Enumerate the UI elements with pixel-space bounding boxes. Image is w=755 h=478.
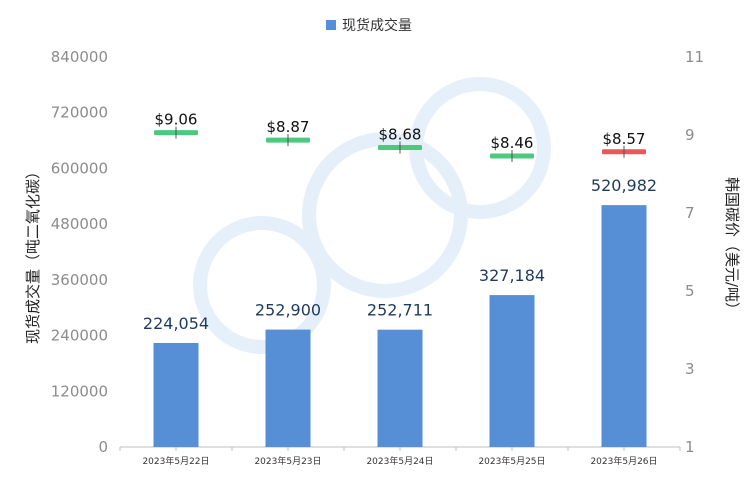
y-right-tick-label: 9 xyxy=(685,126,695,144)
x-tick-label: 2023年5月25日 xyxy=(478,455,545,467)
y-right-tick-label: 1 xyxy=(685,438,695,456)
y-right-tick-label: 7 xyxy=(685,204,695,222)
y-left-axis-title: 现货成交量（吨二氧化碳） xyxy=(24,164,42,344)
bar xyxy=(265,329,311,447)
y-right-tick-label: 5 xyxy=(685,282,695,300)
y-left-tick-label: 600000 xyxy=(51,159,108,177)
bar xyxy=(489,295,535,447)
y-left-tick-label: 240000 xyxy=(51,327,108,345)
y-left-tick-label: 720000 xyxy=(51,104,108,122)
bar-data-label: 252,711 xyxy=(367,301,433,320)
y-right-tick-label: 3 xyxy=(685,360,695,378)
x-tick-label: 2023年5月26日 xyxy=(590,455,657,467)
y-right-axis-title: 韩国碳价（美元/吨） xyxy=(723,177,741,317)
bar xyxy=(601,205,647,447)
y-left-tick-label: 480000 xyxy=(51,215,108,233)
y-left-tick-label: 120000 xyxy=(51,382,108,400)
bar-data-label: 327,184 xyxy=(479,266,545,285)
price-data-label: $9.06 xyxy=(155,111,198,129)
y-left-tick-label: 840000 xyxy=(51,48,108,66)
y-left-tick-label: 0 xyxy=(98,438,108,456)
y-left-tick-label: 360000 xyxy=(51,271,108,289)
price-data-label: $8.68 xyxy=(379,125,422,143)
bar xyxy=(377,329,423,447)
price-data-label: $8.57 xyxy=(603,130,646,148)
x-tick-label: 2023年5月22日 xyxy=(142,455,209,467)
price-data-label: $8.46 xyxy=(491,134,534,152)
bar-data-label: 224,054 xyxy=(143,314,209,333)
bar-data-label: 520,982 xyxy=(591,176,657,195)
legend-swatch xyxy=(326,20,336,30)
x-tick-label: 2023年5月24日 xyxy=(366,455,433,467)
bar xyxy=(153,342,199,447)
legend-label: 现货成交量 xyxy=(342,17,412,34)
watermark-logo xyxy=(193,77,551,354)
bar-data-label: 252,900 xyxy=(255,301,321,320)
y-right-tick-label: 11 xyxy=(685,48,704,66)
x-tick-label: 2023年5月23日 xyxy=(254,455,321,467)
price-data-label: $8.87 xyxy=(267,118,310,136)
